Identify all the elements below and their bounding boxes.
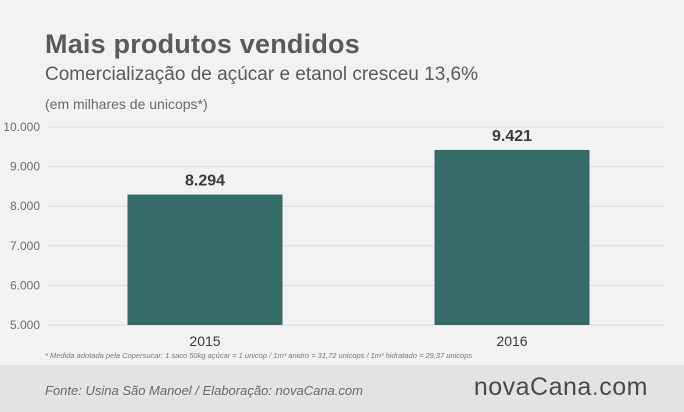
source-credit: Fonte: Usina São Manoel / Elaboração: no… [45,383,363,398]
x-tick-label-2015: 2015 [189,333,220,349]
chart-subtitle: Comercialização de açúcar e etanol cresc… [45,64,479,85]
y-tick-label: 9.000 [10,160,40,174]
x-tick-label-2016: 2016 [496,333,527,349]
y-tick-label: 5.000 [10,318,40,332]
bar-2015 [127,194,283,325]
bar-2016 [434,149,590,325]
y-axis: 5.000 6.000 7.000 8.000 9.000 10.000 [3,120,40,332]
logo-dot: . [591,373,600,401]
footer: Fonte: Usina São Manoel / Elaboração: no… [0,365,684,412]
value-label-2016: 9.421 [492,128,532,145]
y-tick-label: 6.000 [10,278,40,292]
chart-title: Mais produtos vendidos [45,29,360,59]
novacana-logo: novaCana.com [474,373,648,402]
y-tick-label: 7.000 [10,239,40,253]
y-tick-label: 8.000 [10,199,40,213]
x-axis: 2015 2016 [189,333,527,349]
units-label: (em milhares de unicops*) [45,96,208,112]
logo-suffix-text: com [599,373,648,401]
value-label-2015: 8.294 [185,173,225,190]
bars: 8.294 9.421 [127,128,590,325]
y-tick-label: 10.000 [3,120,40,134]
footnote: * Medida adotada pela Copersucar: 1 saco… [45,351,473,360]
logo-main-text: novaCana [473,373,592,401]
